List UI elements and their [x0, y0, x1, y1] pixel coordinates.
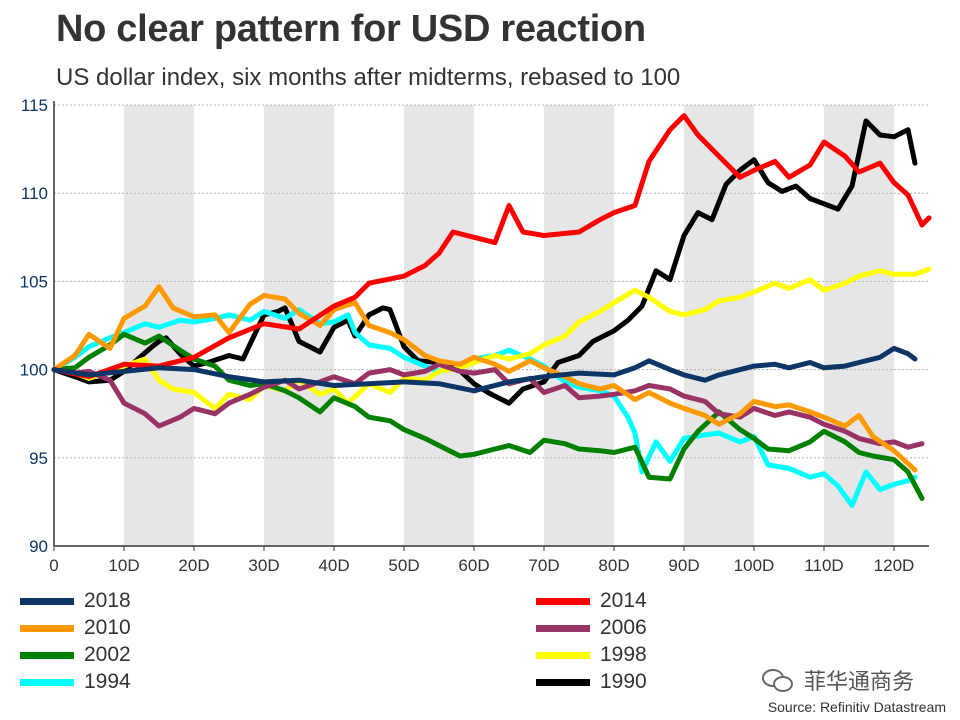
x-tick-label: 10D: [108, 556, 139, 575]
shaded-band: [404, 105, 474, 546]
legend-swatch: [20, 597, 74, 605]
legend-item-2014: 2014: [536, 588, 647, 614]
legend-item-2018: 2018: [20, 588, 131, 614]
series-line-2010: [51, 284, 918, 473]
legend-label: 2010: [84, 616, 131, 639]
x-tick-label: 90D: [668, 556, 699, 575]
x-tick-label: 30D: [248, 556, 279, 575]
x-tick-label: 80D: [598, 556, 629, 575]
legend-item-1990: 1990: [536, 669, 647, 695]
legend-item-2010: 2010: [20, 615, 131, 641]
shaded-band: [824, 105, 894, 546]
legend-label: 2002: [84, 643, 131, 666]
y-tick-label: 115: [21, 96, 48, 115]
legend-swatch: [20, 678, 74, 686]
legend-item-1994: 1994: [20, 669, 131, 695]
series-lines: [51, 113, 932, 508]
legend-swatch: [536, 597, 590, 605]
legend-item-1998: 1998: [536, 642, 647, 668]
x-tick-label: 20D: [178, 556, 209, 575]
legend-label: 1994: [84, 670, 131, 693]
shaded-bands: [124, 105, 894, 546]
axes: [53, 101, 929, 551]
legend-item-2002: 2002: [20, 642, 131, 668]
x-tick-label: 110D: [804, 556, 843, 575]
y-tick-label: 100: [20, 361, 48, 380]
line-chart: 90 95 100 105 110 115 0 10D 20D 30D 40D 50D 60D 70D 80…: [20, 96, 932, 575]
watermark-text: 菲华通商务: [804, 669, 915, 694]
legend-swatch: [20, 651, 74, 659]
x-tick-label: 60D: [458, 556, 489, 575]
y-tick-label: 105: [20, 272, 48, 291]
tick-labels: 90 95 100 105 110 115 0 10D 20D 30D 40D 50D 60D 70D 80…: [20, 96, 915, 575]
x-tick-label: 0: [49, 556, 58, 575]
series-line-1998: [51, 266, 932, 411]
x-tick-label: 50D: [388, 556, 419, 575]
series-line-2006: [51, 361, 925, 450]
x-tick-label: 120D: [874, 556, 915, 575]
y-tick-label: 110: [21, 184, 48, 203]
shaded-band: [684, 105, 754, 546]
series-line-2002: [51, 331, 925, 501]
series-line-2014: [51, 113, 932, 380]
series-line-2018: [51, 345, 918, 394]
legend-item-2006: 2006: [536, 615, 647, 641]
y-tick-label: 95: [29, 449, 48, 468]
chart-subtitle: US dollar index, six months after midter…: [56, 64, 681, 91]
x-tick-label: 40D: [318, 556, 349, 575]
legend-label: 2014: [600, 589, 647, 612]
x-tick-label: 100D: [734, 556, 775, 575]
legend-swatch: [536, 651, 590, 659]
y-tick-label: 90: [29, 537, 48, 556]
watermark: 菲华通商务: [762, 664, 914, 696]
wechat-icon: [762, 667, 796, 693]
chart-title: No clear pattern for USD reaction: [56, 8, 646, 50]
legend-label: 1998: [600, 643, 647, 666]
series-line-1990: [51, 118, 918, 406]
legend-label: 1990: [600, 670, 647, 693]
legend: 2018 2010 2002 1994 2014 2006 1998 1990: [0, 588, 960, 698]
legend-label: 2006: [600, 616, 647, 639]
legend-swatch: [20, 624, 74, 632]
legend-swatch: [536, 678, 590, 686]
legend-swatch: [536, 624, 590, 632]
legend-label: 2018: [84, 589, 131, 612]
source-note: Source: Refinitiv Datastream: [767, 699, 946, 715]
x-tick-label: 70D: [528, 556, 559, 575]
